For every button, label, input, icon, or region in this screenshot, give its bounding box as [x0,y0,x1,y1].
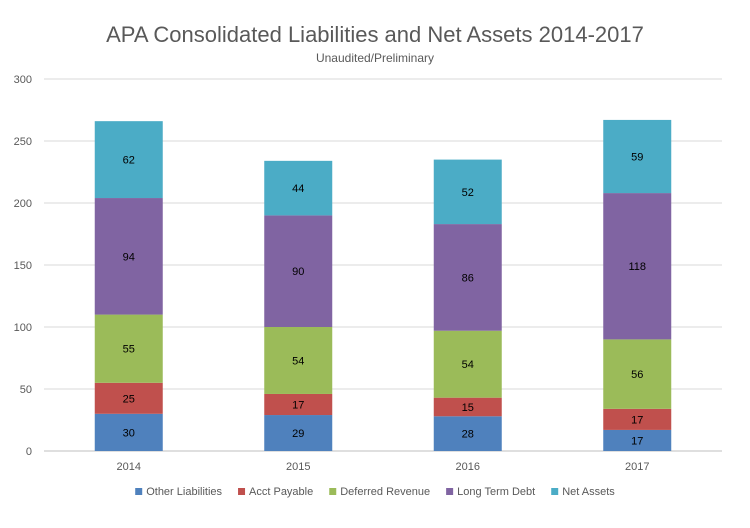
bar-other-liabilities-2015 [264,415,333,451]
data-label-long-term-debt-2017: 118 [628,261,646,273]
data-label-net-assets-2014: 62 [123,155,135,167]
x-axis-tick-labels: 2014 2015 2016 2017 [117,461,650,473]
data-label-deferred-revenue-2014: 55 [123,344,135,356]
bar-other-liabilities-2014 [94,413,163,451]
bar-long-term-debt-2017 [603,193,672,340]
bar-acct-payable-2017 [603,408,672,430]
bar-deferred-revenue-2016 [433,330,502,398]
data-label-net-assets-2016: 52 [462,187,474,199]
data-label-deferred-revenue-2016: 54 [462,359,474,371]
x-tick-label-2015: 2015 [286,461,310,473]
x-tick-label-2017: 2017 [625,461,649,473]
bar-acct-payable-2014 [94,382,163,414]
legend-label-acct-payable: Acct Payable [249,486,313,498]
bar-acct-payable-2015 [264,393,333,416]
data-label-other-liabilities-2015: 29 [292,428,304,440]
y-tick-label-0: 0 [26,446,32,458]
bar-net-assets-2015 [264,160,333,216]
legend: Other Liabilities Acct Payable Deferred Re… [135,486,615,498]
legend-label-other-liabilities: Other Liabilities [146,486,222,498]
legend-swatch-deferred-revenue [329,488,337,495]
bar-other-liabilities-2017 [603,429,672,451]
legend-swatch-acct-payable [238,488,246,495]
legend-item-long-term-debt: Long Term Debt [446,486,535,498]
x-tick-label-2014: 2014 [117,461,141,473]
y-axis-tick-labels: 0 50 100 150 200 250 300 [14,74,32,458]
bar-net-assets-2017 [603,119,672,194]
y-tick-label-150: 150 [14,260,32,272]
legend-label-net-assets: Net Assets [562,486,615,498]
data-label-net-assets-2015: 44 [292,183,304,195]
data-label-acct-payable-2014: 25 [123,393,135,405]
legend-item-other-liabilities: Other Liabilities [135,486,223,498]
x-tick-label-2016: 2016 [456,461,480,473]
bar-long-term-debt-2016 [433,224,502,331]
data-label-other-liabilities-2014: 30 [123,427,135,439]
chart-title: APA Consolidated Liabilities and Net Ass… [106,22,644,47]
legend-label-long-term-debt: Long Term Debt [457,486,535,498]
data-label-acct-payable-2017: 17 [631,414,643,426]
bars: 30 25 55 94 62 29 17 54 90 44 28 15 54 86 52 17 17 56 118 5… [94,119,672,451]
data-label-acct-payable-2016: 15 [462,402,474,414]
y-tick-label-100: 100 [14,322,32,334]
bar-deferred-revenue-2017 [603,339,672,409]
legend-label-deferred-revenue: Deferred Revenue [340,486,430,498]
legend-swatch-net-assets [551,488,559,495]
data-label-long-term-debt-2014: 94 [123,251,135,263]
y-tick-label-250: 250 [14,136,32,148]
bar-deferred-revenue-2015 [264,327,333,394]
data-label-other-liabilities-2016: 28 [462,429,474,441]
y-tick-label-200: 200 [14,198,32,210]
data-label-deferred-revenue-2015: 54 [292,355,304,367]
data-label-net-assets-2017: 59 [631,152,643,164]
legend-item-net-assets: Net Assets [551,486,615,498]
legend-item-deferred-revenue: Deferred Revenue [329,486,430,498]
y-tick-label-50: 50 [20,384,32,396]
data-label-other-liabilities-2017: 17 [631,435,643,447]
data-label-long-term-debt-2016: 86 [462,272,474,284]
bar-other-liabilities-2016 [433,416,502,451]
y-tick-label-300: 300 [14,74,32,86]
bar-long-term-debt-2014 [94,198,163,315]
data-label-deferred-revenue-2017: 56 [631,369,643,381]
legend-swatch-other-liabilities [135,488,143,495]
bar-net-assets-2016 [433,159,502,225]
bar-deferred-revenue-2014 [94,314,163,383]
data-label-acct-payable-2015: 17 [292,400,304,412]
bar-net-assets-2014 [94,121,163,199]
legend-swatch-long-term-debt [446,488,454,495]
legend-item-acct-payable: Acct Payable [238,486,313,498]
bar-acct-payable-2016 [433,397,502,417]
data-label-long-term-debt-2015: 90 [292,266,304,278]
bar-long-term-debt-2015 [264,215,333,327]
chart-subtitle: Unaudited/Preliminary [316,51,434,65]
